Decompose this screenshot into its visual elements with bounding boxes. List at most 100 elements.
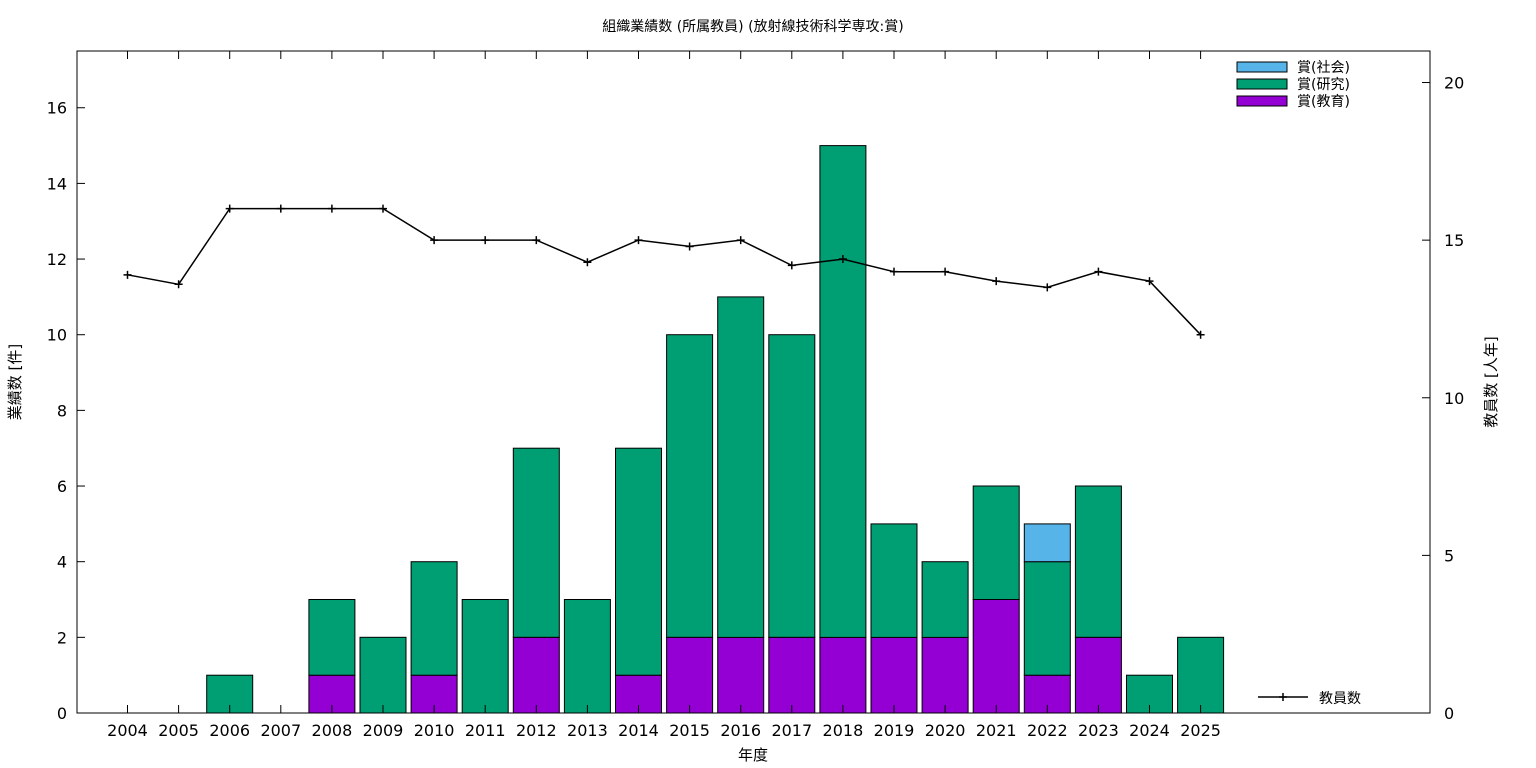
bar-2015-series-1 <box>666 334 714 638</box>
x-tick-label-2009: 2009 <box>363 721 404 740</box>
line-point-2012 <box>532 236 541 245</box>
y2-axis: 0 5 10 15 20 <box>1422 74 1464 723</box>
legend-line-marker <box>1279 693 1287 701</box>
chart-title: 組織業績数 (所属教員) (放射線技術科学専攻:賞) <box>602 19 903 35</box>
bar-2023-series-0 <box>1074 636 1122 714</box>
x-tick-label-2022: 2022 <box>1027 721 1068 740</box>
x-tick-label-2021: 2021 <box>976 721 1017 740</box>
legend-line-label: 教員数 <box>1319 691 1361 707</box>
bar-2025-series-1 <box>1177 636 1225 714</box>
line-point-2013 <box>583 258 592 267</box>
y2-tick-label-0: 0 <box>1444 704 1454 723</box>
legend-label-0: 賞(社会) <box>1297 60 1350 76</box>
bar-2012-series-0 <box>512 636 560 714</box>
y-tick-label-16: 16 <box>47 99 67 118</box>
y2-tick-label-5: 5 <box>1444 546 1454 565</box>
line-point-2020 <box>941 267 950 276</box>
bar-2015-series-0 <box>666 636 714 714</box>
bar-2020-series-0 <box>921 636 969 714</box>
x-tick-label-2025: 2025 <box>1180 721 1221 740</box>
bar-2017-series-1 <box>768 334 816 638</box>
bar-2022-series-1 <box>1023 561 1071 676</box>
x-axis: 2004 2005 2006 2007 2008 2009 2010 2011 2012 2013… <box>107 51 1221 740</box>
y-tick-label-12: 12 <box>47 250 67 269</box>
y2-axis-label: 教員数 [人年] <box>1482 336 1500 427</box>
y-tick-label-10: 10 <box>47 326 67 345</box>
bar-2023-series-1 <box>1074 485 1122 638</box>
y-tick-label-6: 6 <box>57 477 67 496</box>
bar-2011-series-1 <box>461 599 509 714</box>
line-point-2018 <box>838 255 847 264</box>
y-axis: 0 2 4 6 8 10 12 14 16 <box>47 99 85 723</box>
x-tick-label-2011: 2011 <box>465 721 506 740</box>
bar-2018-series-0 <box>819 636 867 714</box>
bar-2020-series-1 <box>921 561 969 638</box>
line-point-2005 <box>174 280 183 289</box>
line-point-2023 <box>1094 267 1103 276</box>
bar-2010-series-1 <box>410 561 458 676</box>
y2-tick-label-15: 15 <box>1444 231 1464 250</box>
bar-2022-series-2 <box>1023 523 1071 563</box>
x-tick-label-2014: 2014 <box>618 721 659 740</box>
line-point-2019 <box>890 267 898 276</box>
y-tick-label-14: 14 <box>47 174 67 193</box>
line-point-2021 <box>992 277 1001 286</box>
line-point-2016 <box>736 236 745 245</box>
line-point-2011 <box>481 236 490 245</box>
line-point-2017 <box>787 261 796 270</box>
x-tick-label-2012: 2012 <box>516 721 557 740</box>
bar-2012-series-1 <box>512 447 560 638</box>
x-axis-label: 年度 <box>738 746 768 764</box>
bar-2019-series-0 <box>870 636 918 714</box>
line-point-2022 <box>1043 283 1052 292</box>
bar-2018-series-1 <box>819 145 867 638</box>
line-point-2009 <box>379 204 387 213</box>
y2-tick-label-20: 20 <box>1444 74 1464 93</box>
x-tick-label-2004: 2004 <box>107 721 148 740</box>
x-tick-label-2006: 2006 <box>209 721 250 740</box>
line-point-2006 <box>225 204 234 213</box>
y-tick-label-8: 8 <box>57 401 67 420</box>
line-point-2004 <box>123 270 132 279</box>
line-point-2024 <box>1145 277 1154 286</box>
y2-tick-label-10: 10 <box>1444 389 1464 408</box>
legend-swatch-1 <box>1236 78 1288 90</box>
x-tick-label-2020: 2020 <box>925 721 966 740</box>
line-point-2007 <box>276 204 285 213</box>
legend-label-2: 賞(教育) <box>1297 94 1350 110</box>
plot-area <box>123 145 1225 714</box>
legend-label-1: 賞(研究) <box>1297 77 1350 93</box>
legend: 賞(社会)賞(研究)賞(教育) 教員数 <box>1236 60 1361 707</box>
bar-2016-series-0 <box>717 636 765 714</box>
bar-2019-series-1 <box>870 523 918 638</box>
x-tick-label-2016: 2016 <box>720 721 761 740</box>
line-point-2015 <box>685 242 694 251</box>
x-tick-label-2010: 2010 <box>414 721 455 740</box>
line-point-2025 <box>1196 330 1205 339</box>
legend-swatch-2 <box>1236 95 1288 107</box>
line-point-2014 <box>634 236 643 245</box>
y-tick-label-0: 0 <box>57 704 67 723</box>
plot-frame <box>76 50 1431 714</box>
bar-2014-series-1 <box>615 447 662 676</box>
y-tick-label-4: 4 <box>57 553 67 572</box>
x-tick-label-2008: 2008 <box>312 721 353 740</box>
x-tick-label-2017: 2017 <box>771 721 812 740</box>
line-point-2008 <box>327 204 336 213</box>
x-tick-label-2013: 2013 <box>567 721 608 740</box>
bar-2021-series-1 <box>972 485 1020 600</box>
x-tick-label-2005: 2005 <box>158 721 199 740</box>
x-tick-label-2018: 2018 <box>823 721 864 740</box>
y-tick-label-2: 2 <box>57 628 67 647</box>
bar-2021-series-0 <box>972 599 1020 714</box>
x-tick-label-2023: 2023 <box>1078 721 1119 740</box>
x-tick-label-2015: 2015 <box>669 721 710 740</box>
x-tick-label-2007: 2007 <box>260 721 301 740</box>
bar-2013-series-1 <box>563 599 611 714</box>
bar-2009-series-1 <box>359 636 407 714</box>
bar-2016-series-1 <box>717 296 765 638</box>
legend-swatch-0 <box>1236 61 1288 73</box>
bar-2017-series-0 <box>768 636 816 714</box>
bar-2008-series-1 <box>308 599 356 676</box>
